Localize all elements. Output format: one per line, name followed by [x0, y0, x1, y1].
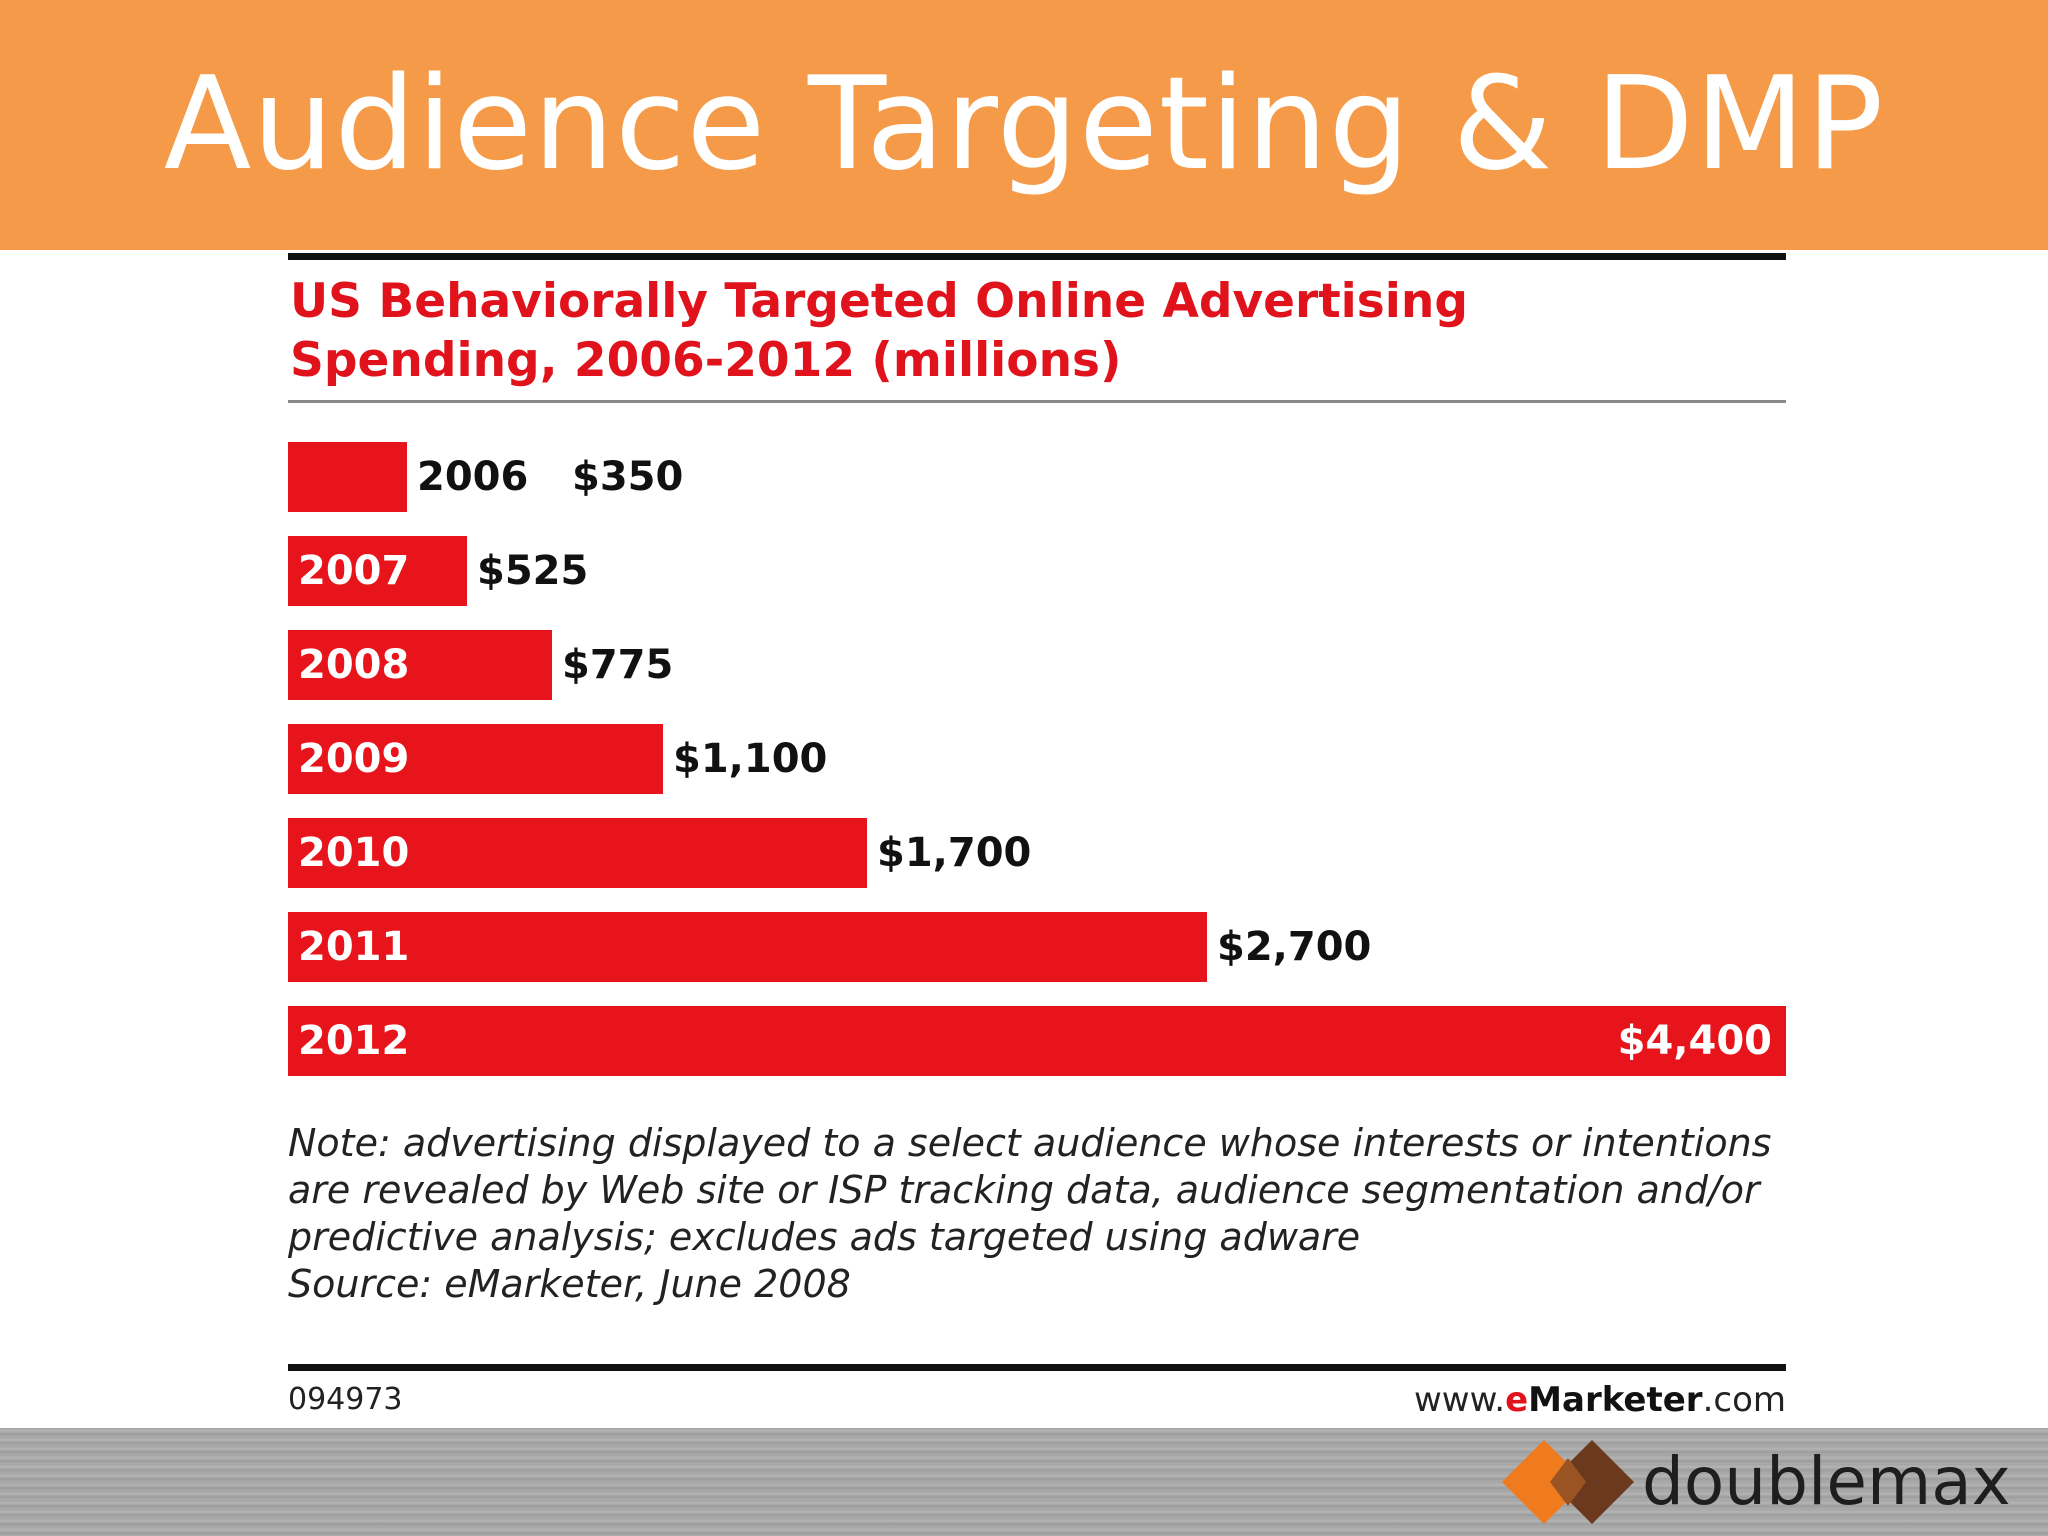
- chart-panel: US Behaviorally Targeted Online Advertis…: [288, 250, 1786, 1428]
- bar-row: 2007 $525: [288, 536, 1786, 606]
- bar-value-label: $1,700: [877, 830, 1032, 876]
- chart-id: 094973: [288, 1382, 403, 1417]
- bar-category-label: 2010: [298, 830, 410, 876]
- chart-note-text: Note: advertising displayed to a select …: [288, 1121, 1772, 1259]
- source-url-brand: e: [1505, 1380, 1529, 1420]
- bar-value-label: $525: [477, 548, 589, 594]
- bar-value-label: $775: [562, 642, 674, 688]
- bar-row: 2008 $775: [288, 630, 1786, 700]
- chart-title-rule: [288, 400, 1786, 403]
- bar-category-label: 2007: [298, 548, 410, 594]
- chart-top-rule: [288, 253, 1786, 260]
- source-url: www.eMarketer.com: [1414, 1380, 1786, 1420]
- header-band: [0, 0, 2048, 250]
- bar-category-label: 2006: [417, 454, 529, 500]
- bar-value-label: $2,700: [1217, 924, 1372, 970]
- bar-value-label: $350: [572, 454, 684, 500]
- bar-category-label: 2012: [298, 1018, 410, 1064]
- bar: [288, 630, 552, 700]
- bar-category-label: 2009: [298, 736, 410, 782]
- bar-value-label: $1,100: [673, 736, 828, 782]
- bar-row: 2012 $4,400: [288, 1006, 1786, 1076]
- bar-row: 2006 $350: [288, 442, 1786, 512]
- source-url-brand-rest: Marketer: [1528, 1380, 1703, 1420]
- bar-row: 2010 $1,700: [288, 818, 1786, 888]
- bar-chart: 2006 $350 2007 $525 2008 $775 2009 $1,100 2010 $1…: [288, 442, 1786, 1342]
- bar: [288, 1006, 1786, 1076]
- bar: [288, 818, 867, 888]
- bar: [288, 912, 1207, 982]
- bar: [288, 442, 407, 512]
- bar-category-label: 2008: [298, 642, 410, 688]
- doublemax-logo: doublemax: [1502, 1432, 2042, 1532]
- double-diamond-icon: [1502, 1440, 1634, 1524]
- chart-bottom-rule: [288, 1364, 1786, 1371]
- bar: [288, 724, 663, 794]
- source-url-suffix: .com: [1702, 1380, 1786, 1420]
- bar-row: 2011 $2,700: [288, 912, 1786, 982]
- bar-category-label: 2011: [298, 924, 410, 970]
- footer-band: [0, 1428, 2048, 1536]
- bar-value-label: $4,400: [1617, 1018, 1772, 1064]
- chart-note: Note: advertising displayed to a select …: [288, 1120, 1786, 1308]
- slide-title: Audience Targeting & DMP: [163, 50, 1885, 199]
- chart-source: Source: eMarketer, June 2008: [288, 1262, 851, 1306]
- bar: [288, 536, 467, 606]
- logo-text: doublemax: [1642, 1443, 2011, 1520]
- chart-title: US Behaviorally Targeted Online Advertis…: [290, 274, 1468, 388]
- source-url-prefix: www.: [1414, 1380, 1506, 1420]
- bar-row: 2009 $1,100: [288, 724, 1786, 794]
